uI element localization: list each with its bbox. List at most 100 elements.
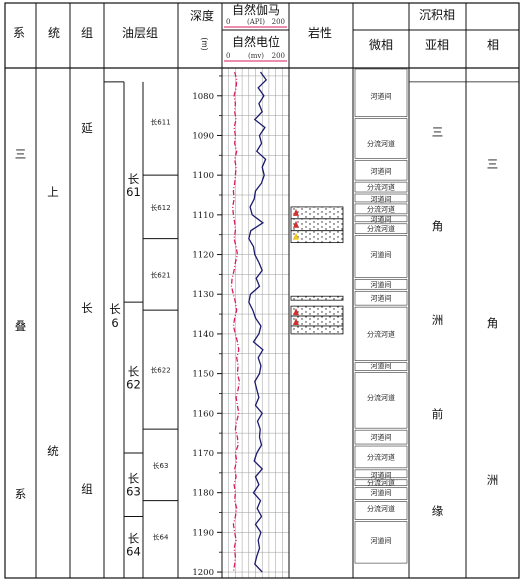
outer-border <box>4 2 520 579</box>
microfacies-cell <box>354 521 408 564</box>
header-system: 系 <box>13 26 25 40</box>
oil-show-marker <box>293 208 299 216</box>
gamma-scale-min: 0 <box>226 18 230 26</box>
microfacies-cell <box>354 487 408 500</box>
microfacies-label: 河道间 <box>371 250 392 259</box>
oil-show-marker <box>293 308 299 316</box>
subfacies-label: 角 <box>432 219 444 233</box>
sub-group-label: 长 61 <box>126 172 141 199</box>
microfacies-label: 分流河道 <box>367 478 395 487</box>
microfacies-label: 河道间 <box>371 433 392 442</box>
microfacies-cell <box>354 445 408 469</box>
microfacies-label: 分流河道 <box>367 452 395 461</box>
microfacies-cell <box>354 68 408 117</box>
header-lithology: 岩性 <box>308 25 332 40</box>
sandstone-bed <box>290 315 344 327</box>
oil-show-marker <box>293 220 299 228</box>
sandstone-bed <box>290 325 344 335</box>
subfacies-label: 前 <box>432 407 444 421</box>
small-layer-label: 长63 <box>153 461 169 470</box>
oil-show-marker <box>293 232 299 240</box>
system-label: 三 <box>15 147 27 161</box>
microfacies-cell <box>354 479 408 487</box>
microfacies-label: 河道间 <box>371 91 392 100</box>
subfacies-label: 三 <box>432 125 444 139</box>
microfacies-cell <box>354 235 408 278</box>
depth-tick-label: 1110 <box>192 211 214 221</box>
microfacies-cell <box>354 372 408 429</box>
depth-tick-label: 1150 <box>192 370 214 380</box>
header-sp-title: 自然电位 <box>232 34 280 49</box>
depth-tick-label: 1130 <box>192 290 214 300</box>
series-label: 上 <box>47 185 59 199</box>
header-sedimentary-facies: 沉积相 <box>419 8 455 22</box>
microfacies-cell <box>354 306 408 361</box>
microfacies-label: 分流河道 <box>367 393 395 402</box>
sandstone-bed <box>290 218 344 232</box>
microfacies-cell <box>354 429 408 445</box>
facies-label: 洲 <box>487 473 499 487</box>
header-facies: 相 <box>487 38 499 52</box>
microfacies-cell <box>354 469 408 479</box>
sandstone-bed <box>290 206 344 220</box>
header-microfacies: 微相 <box>369 38 393 52</box>
subfacies-label: 洲 <box>432 313 444 327</box>
microfacies-label: 分流河道 <box>367 183 395 192</box>
log-curves <box>230 71 268 573</box>
microfacies-label: 河道间 <box>371 361 392 370</box>
microfacies-cell <box>354 193 408 203</box>
table-frame <box>4 2 520 579</box>
header-depth: 深度 <box>190 8 214 23</box>
depth-tick-label: 1100 <box>192 171 214 181</box>
stratigraphy-columns: 三叠系 上统 延长组 长 6 长 61 长 62 长 63 长 64 长611 长612 长621 长622 长6… <box>15 81 178 578</box>
microfacies-cell <box>354 203 408 215</box>
sub-group-label: 长 62 <box>126 365 141 392</box>
depth-tick-label: 1180 <box>192 489 214 499</box>
depth-tick-label: 1140 <box>192 330 214 340</box>
sub-group-label: 长 64 <box>126 531 141 558</box>
depth-tick-label: 1190 <box>192 528 214 538</box>
gamma-scale-unit: (API) <box>247 18 265 26</box>
microfacies-cell <box>354 290 408 306</box>
gamma-scale-max: 200 <box>272 18 285 26</box>
series-label: 统 <box>47 444 59 458</box>
small-layer-label: 长64 <box>153 532 169 541</box>
microfacies-cell <box>354 159 408 181</box>
formation-label: 延 <box>81 121 93 135</box>
microfacies-cell <box>354 215 408 223</box>
header-oil-group: 油层组 <box>122 26 158 40</box>
header-formation: 组 <box>81 26 93 40</box>
sandstone-bed <box>290 230 344 244</box>
depth-tick-label: 1170 <box>192 449 214 459</box>
gamma-curve <box>248 71 268 573</box>
microfacies-label: 河道间 <box>371 536 392 545</box>
depth-tick-label: 1160 <box>192 409 214 419</box>
formation-label: 长 <box>81 301 93 315</box>
depth-tick-label: 1080 <box>192 92 214 102</box>
header-depth-unit: (m) <box>200 37 209 50</box>
microfacies-cell <box>354 118 408 159</box>
small-layer-label: 长622 <box>150 366 170 375</box>
depth-tick-label: 1090 <box>192 131 214 141</box>
depth-axis: 1080 1090 1100 1110 1120 1130 1140 1150 1160 1170… <box>192 75 222 578</box>
header-series: 统 <box>48 26 60 40</box>
sub-group-label: 长 63 <box>126 472 141 499</box>
lithology-column <box>290 206 344 335</box>
sp-scale-unit: (mv) <box>248 52 264 60</box>
depth-tick-label: 1120 <box>192 251 214 261</box>
sp-scale-min: 0 <box>226 52 230 60</box>
microfacies-label: 河道间 <box>371 194 392 203</box>
microfacies-label: 河道间 <box>371 488 392 497</box>
microfacies-label: 分流河道 <box>367 139 395 148</box>
header-subfacies: 亚相 <box>425 38 449 52</box>
microfacies-cell <box>354 501 408 520</box>
microfacies-label: 分流河道 <box>367 329 395 338</box>
small-layer-label: 长612 <box>150 203 170 212</box>
header-gamma-title: 自然伽马 <box>232 2 280 17</box>
system-label: 叠 <box>15 319 27 333</box>
sp-scale-max: 200 <box>272 52 285 60</box>
facies-label: 角 <box>487 316 499 330</box>
